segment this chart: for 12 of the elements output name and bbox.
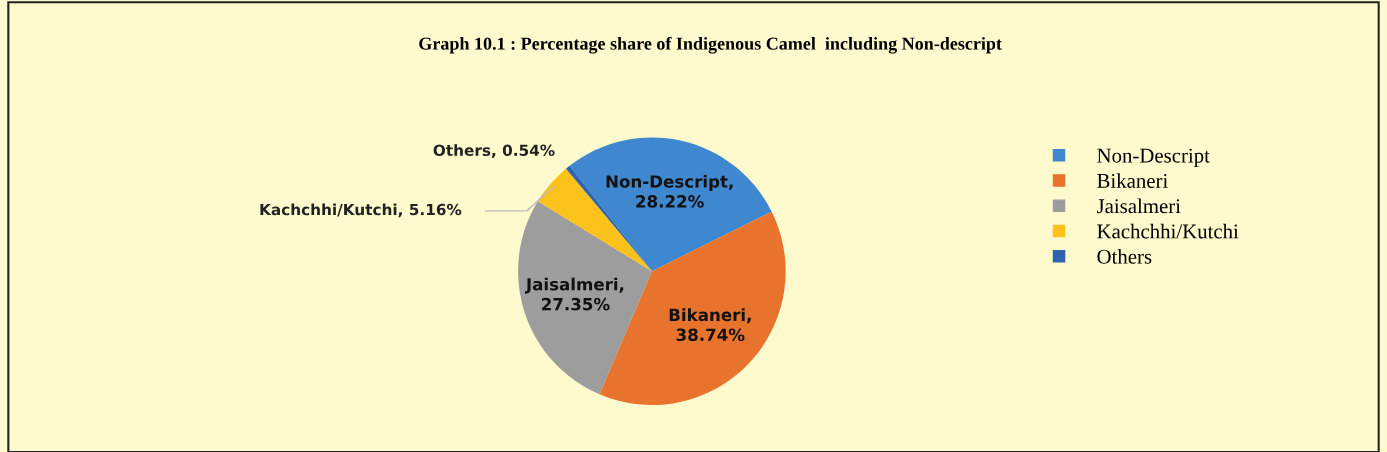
legend-label: Non-Descript — [1097, 148, 1210, 167]
data-label: Bikaneri, 38.74% — [669, 308, 751, 342]
legend-label: Others — [1097, 249, 1152, 264]
data-label: Others, 0.54% — [433, 144, 555, 158]
legend-label: Jaisalmeri — [1096, 198, 1181, 214]
data-label: Kachchhi/Kutchi, 5.16% — [260, 203, 462, 218]
data-label: Jaisalmeri, 27.35% — [525, 277, 624, 311]
data-label: Non-Descript, 28.22% — [606, 174, 733, 208]
legend-label: Kachchhi/Kutchi — [1097, 223, 1239, 239]
chart-title: Graph 10.1 : Percentage share of Indigenous Camel including Non-descript — [419, 36, 1002, 54]
legend-label: Bikaneri — [1097, 173, 1168, 188]
pie-slice — [569, 137, 772, 272]
